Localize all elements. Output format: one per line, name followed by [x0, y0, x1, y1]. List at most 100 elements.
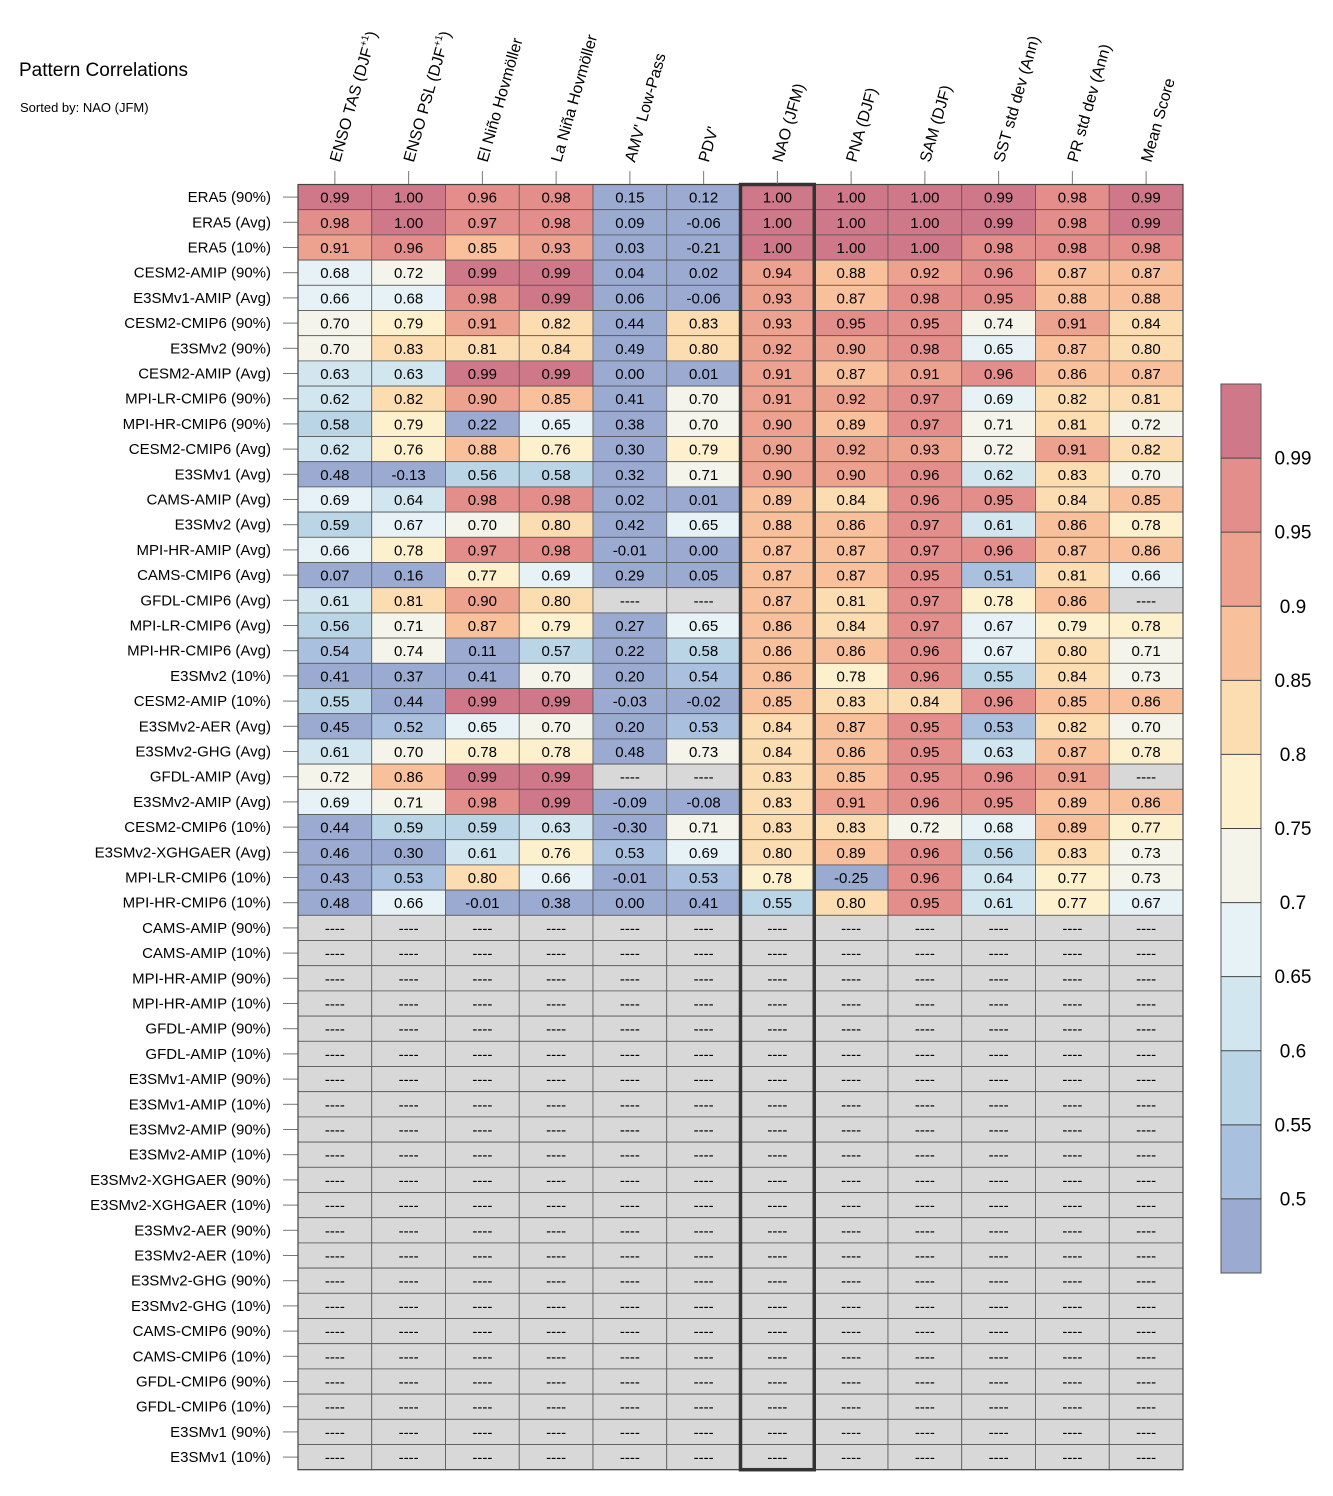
cell-value: 0.90 [468, 593, 497, 610]
cell-value: 0.66 [542, 870, 571, 887]
cell-value: 0.59 [394, 820, 423, 837]
cell-value: 0.73 [1132, 668, 1161, 685]
heatmap-cell [1108, 612, 1184, 639]
cell-value: ---- [841, 1122, 861, 1139]
cell-value: 0.89 [1058, 820, 1087, 837]
cell-value: 0.53 [394, 870, 423, 887]
cell-value: ---- [1062, 1298, 1082, 1315]
row-label: E3SMv2-AMIP (90%) [129, 1122, 271, 1139]
heatmap-cell [592, 360, 668, 387]
row-label: E3SMv2-AER (90%) [134, 1222, 271, 1239]
heatmap-cell [1108, 763, 1184, 790]
heatmap-cell [666, 335, 741, 362]
cell-value: ---- [620, 1374, 640, 1391]
cell-value: ---- [546, 1072, 566, 1089]
cell-value: ---- [472, 1298, 492, 1315]
heatmap-cell [740, 864, 815, 891]
column-header: SST std dev (Ann) [991, 34, 1043, 164]
heatmap-cell [887, 990, 963, 1017]
cell-value: -0.01 [465, 895, 499, 912]
heatmap-cell [518, 587, 594, 614]
heatmap-cell [445, 1091, 520, 1118]
cell-value: 0.93 [763, 290, 792, 307]
cell-value: 0.92 [763, 341, 792, 358]
cell-value: 0.83 [1058, 467, 1087, 484]
heatmap-cell [1035, 864, 1110, 891]
heatmap-cell [445, 1116, 520, 1143]
cell-value: 0.55 [320, 694, 349, 711]
heatmap-cell [371, 612, 446, 639]
cell-value: ---- [1062, 1072, 1082, 1089]
cell-value: 0.41 [320, 668, 349, 685]
heatmap-cell [813, 1267, 889, 1294]
heatmap-cell [666, 763, 741, 790]
cell-value: ---- [767, 946, 787, 963]
cell-value: 0.78 [984, 593, 1013, 610]
cell-value: ---- [472, 1223, 492, 1240]
heatmap-cell [445, 738, 520, 765]
cell-value: 0.70 [689, 416, 718, 433]
heatmap-cell [813, 814, 889, 841]
cell-value: 0.78 [1132, 744, 1161, 761]
cell-value: ---- [841, 1349, 861, 1366]
cell-value: ---- [1062, 1424, 1082, 1441]
heatmap-cell [592, 234, 668, 261]
cell-value: 0.88 [763, 517, 792, 534]
heatmap-cell [445, 1040, 520, 1067]
heatmap-cell [887, 1091, 963, 1118]
cell-value: 0.94 [763, 265, 792, 282]
row-label: MPI-HR-AMIP (10%) [132, 996, 271, 1013]
cell-value: 0.77 [1132, 820, 1161, 837]
cell-value: ---- [546, 1147, 566, 1164]
cell-value: 0.86 [394, 769, 423, 786]
heatmap-cell [445, 1066, 520, 1093]
heatmap-cell [961, 1015, 1036, 1042]
row-label: GFDL-CMIP6 (Avg) [140, 592, 271, 609]
heatmap-cell [592, 410, 668, 437]
heatmap-cell [297, 1166, 373, 1193]
heatmap-cell [371, 1393, 446, 1420]
heatmap-cell [297, 310, 373, 337]
heatmap-cell [887, 1368, 963, 1395]
cell-value: 0.86 [763, 643, 792, 660]
column-header: Mean Score [1139, 76, 1179, 164]
cell-value: 0.97 [468, 542, 497, 559]
cell-value: ---- [399, 1147, 419, 1164]
heatmap-cell [371, 234, 446, 261]
cell-value: 0.62 [984, 467, 1013, 484]
cell-value: ---- [767, 1324, 787, 1341]
cell-value: 0.84 [542, 341, 571, 358]
cell-value: ---- [1136, 1147, 1156, 1164]
cell-value: ---- [989, 1324, 1009, 1341]
column-header: El Niño Hovmöller [475, 36, 527, 164]
heatmap-cell [518, 1292, 594, 1319]
cell-value: ---- [694, 1198, 714, 1215]
row-label: E3SMv1 (Avg) [175, 466, 271, 483]
heatmap-cell [445, 461, 520, 488]
cell-value: ---- [1062, 1324, 1082, 1341]
cell-value: ---- [767, 1298, 787, 1315]
cell-value: 0.61 [468, 845, 497, 862]
heatmap-cell [666, 990, 741, 1017]
heatmap-cell [445, 1015, 520, 1042]
heatmap-cell [592, 1368, 668, 1395]
cell-value: 0.93 [910, 442, 939, 459]
cell-value: ---- [841, 920, 861, 937]
heatmap-cell [371, 914, 446, 941]
heatmap-cell [740, 587, 815, 614]
cell-value: 0.79 [1058, 618, 1087, 635]
cell-value: ---- [399, 971, 419, 988]
heatmap-cell [592, 1217, 668, 1244]
heatmap-cell [740, 1141, 815, 1168]
row-label: CAMS-AMIP (90%) [142, 920, 271, 937]
row-label: E3SMv1 (90%) [170, 1424, 271, 1441]
heatmap-cell [887, 914, 963, 941]
heatmap-cell [592, 1141, 668, 1168]
heatmap-cell [887, 511, 963, 538]
cell-value: ---- [325, 1374, 345, 1391]
cell-value: ---- [1062, 1349, 1082, 1366]
cell-value: ---- [399, 1248, 419, 1265]
heatmap-cell [371, 587, 446, 614]
heatmap-cell [666, 310, 741, 337]
